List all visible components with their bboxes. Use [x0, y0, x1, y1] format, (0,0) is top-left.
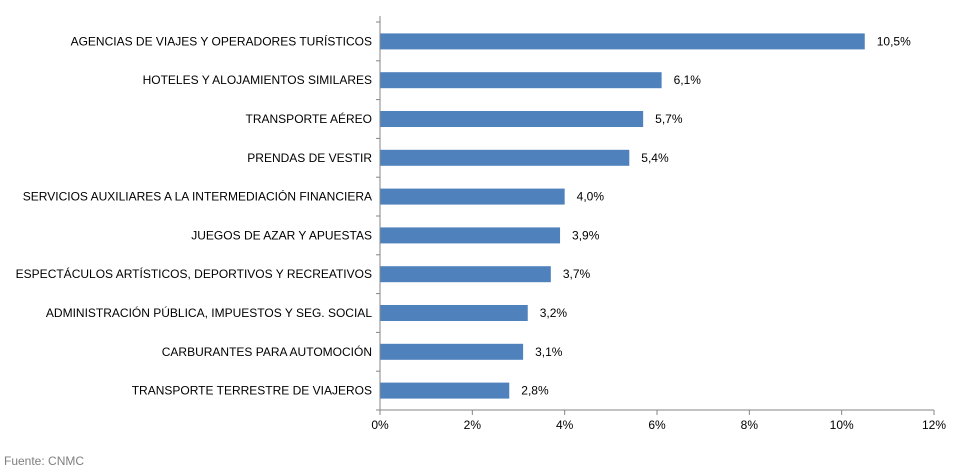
bars-layer [380, 33, 865, 399]
bar [380, 149, 630, 166]
x-tick-label: 10% [830, 418, 854, 432]
source-note: Fuente: CNMC [4, 454, 85, 468]
category-label: PRENDAS DE VESTIR [247, 151, 372, 165]
value-label: 4,0% [577, 190, 605, 204]
value-label: 5,4% [641, 151, 669, 165]
value-label: 3,9% [572, 228, 600, 242]
labels-layer: AGENCIAS DE VIAJES Y OPERADORES TURÍSTIC… [16, 33, 947, 432]
bar [380, 343, 524, 360]
category-label: TRANSPORTE TERRESTRE DE VIAJEROS [132, 384, 372, 398]
x-tick-label: 12% [922, 418, 946, 432]
value-label: 2,8% [521, 384, 549, 398]
category-label: AGENCIAS DE VIAJES Y OPERADORES TURÍSTIC… [71, 33, 372, 48]
value-label: 5,7% [655, 112, 683, 126]
bar [380, 382, 510, 399]
value-label: 3,7% [563, 267, 591, 281]
bar [380, 72, 662, 89]
value-label: 10,5% [877, 34, 911, 48]
category-label: SERVICIOS AUXILIARES A LA INTERMEDIACIÓN… [23, 189, 372, 204]
x-tick-label: 2% [464, 418, 482, 432]
category-label: HOTELES Y ALOJAMIENTOS SIMILARES [143, 73, 372, 87]
value-label: 3,1% [535, 345, 563, 359]
bar [380, 33, 865, 50]
category-label: CARBURANTES PARA AUTOMOCIÓN [162, 344, 372, 359]
bar [380, 305, 528, 321]
category-label: JUEGOS DE AZAR Y APUESTAS [191, 228, 372, 242]
x-tick-label: 8% [741, 418, 759, 432]
bar [380, 188, 565, 205]
category-label: ADMINISTRACIÓN PÚBLICA, IMPUESTOS Y SEG.… [46, 305, 372, 320]
x-tick-label: 6% [648, 418, 666, 432]
value-label: 6,1% [674, 73, 702, 87]
bar [380, 111, 644, 127]
bar [380, 227, 561, 244]
x-tick-label: 0% [371, 418, 389, 432]
category-label: TRANSPORTE AÉREO [246, 111, 372, 126]
axis-layer [376, 16, 935, 415]
category-label: ESPECTÁCULOS ARTÍSTICOS, DEPORTIVOS Y RE… [16, 266, 372, 281]
value-label: 3,2% [540, 306, 568, 320]
bar [380, 266, 551, 283]
x-tick-label: 4% [556, 418, 574, 432]
bar-chart: AGENCIAS DE VIAJES Y OPERADORES TURÍSTIC… [16, 16, 947, 432]
